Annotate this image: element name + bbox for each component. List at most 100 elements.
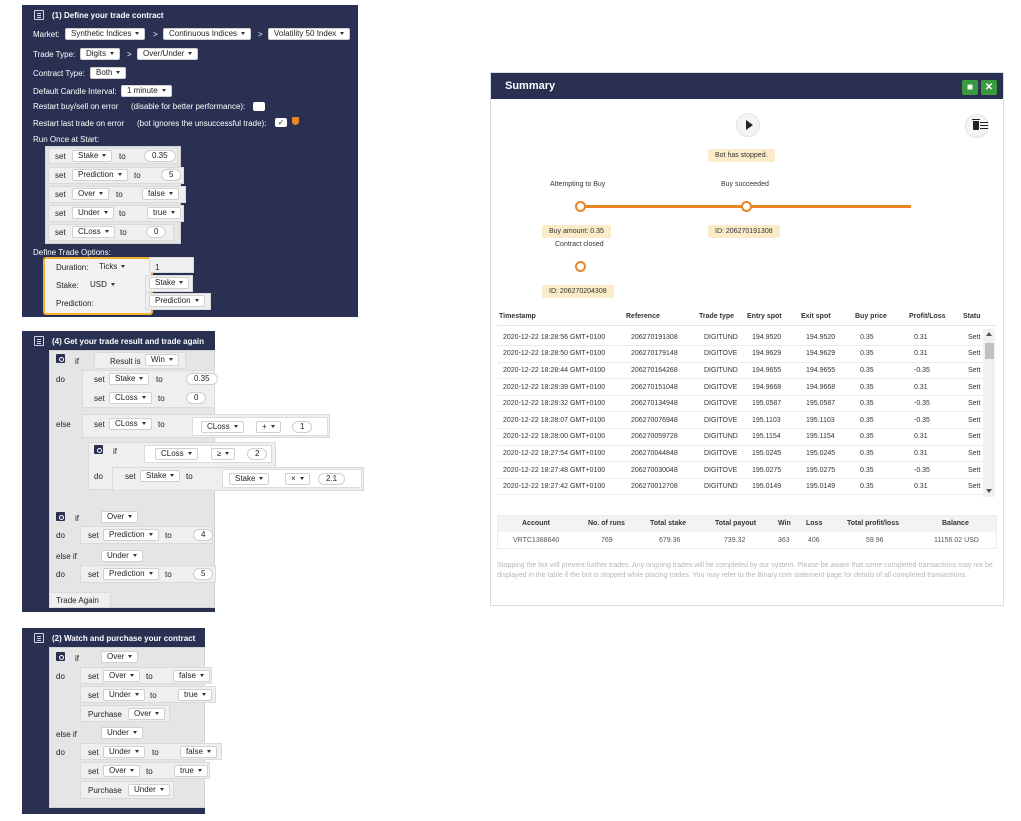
cell-entry-spot: 194.9655 [746,362,800,380]
set-keyword: set [94,375,105,384]
var-closs-dropdown[interactable]: CLoss [109,418,152,430]
result-value-dropdown[interactable]: Win [145,354,179,366]
restart-on-error-checkbox[interactable] [253,102,265,111]
scrollbar-thumb[interactable] [985,343,994,359]
set-keyword: set [55,171,66,180]
gear-icon[interactable] [56,354,65,363]
closs-compare-dropdown[interactable]: CLoss [155,448,198,460]
var-prediction-dropdown[interactable]: Prediction [103,529,159,541]
cell-buy-price: 0.35 [854,445,908,463]
var-over-dropdown[interactable]: Over [72,188,110,200]
stake-value-input[interactable]: 0.35 [186,373,218,385]
prediction-var-dropdown[interactable]: Prediction [149,295,205,307]
purchase-over-dropdown[interactable]: Over [128,708,166,720]
under-condition-dropdown[interactable]: Under [101,727,143,739]
symbol-dropdown[interactable]: Volatility 50 Index [268,28,351,40]
compare-operator-dropdown[interactable]: ≥ [211,448,236,460]
close-button[interactable]: ✕ [981,80,997,95]
var-stake-dropdown[interactable]: Stake [109,373,150,385]
under-value-dropdown[interactable]: true [147,207,181,219]
stake-value-input[interactable]: 0.35 [144,150,176,162]
purchase-under-dropdown[interactable]: Under [128,784,170,796]
prediction-over-input[interactable]: 4 [193,529,214,541]
closs-value-input[interactable]: 0 [146,226,167,238]
scroll-down-icon[interactable] [986,489,992,493]
duration-unit-dropdown[interactable]: Ticks [93,261,132,273]
over-condition-dropdown[interactable]: Over [101,511,139,523]
trade-result-title: (4) Get your trade result and trade agai… [52,336,205,346]
trade-type-dropdown[interactable]: Over/Under [137,48,199,60]
transaction-row[interactable]: 2020-12-22 18:28:07 GMT+0100 206270076948… [497,411,983,430]
compare-value-input[interactable]: 2 [247,448,268,460]
clear-stats-button[interactable] [965,114,989,138]
scroll-up-icon[interactable] [986,332,992,336]
var-prediction-dropdown[interactable]: Prediction [103,568,159,580]
gear-icon[interactable] [56,512,65,521]
false-value-dropdown[interactable]: false [180,746,217,758]
duration-value[interactable]: 1 [155,263,160,272]
set-keyword: set [94,420,105,429]
true-value-dropdown[interactable]: true [174,765,208,777]
contract-type-dropdown[interactable]: Both [90,67,127,79]
cell-reference: 206270044848 [625,445,698,463]
stake-var-dropdown[interactable]: Stake [149,277,190,289]
transaction-row[interactable]: 2020-12-22 18:28:44 GMT+0100 206270164268… [497,362,983,380]
plus-operator-dropdown[interactable]: + [256,421,281,433]
market-dropdown[interactable]: Synthetic Indices [65,28,146,40]
multiply-operator-dropdown[interactable]: × [285,473,310,485]
transaction-row[interactable]: 2020-12-22 18:28:50 GMT+0100 206270179148… [497,345,983,363]
attempting-to-buy-label: Attempting to Buy [550,181,606,188]
currency-dropdown[interactable]: USD [84,279,121,291]
closs-operand-dropdown[interactable]: CLoss [201,421,244,433]
gear-icon[interactable] [94,445,103,454]
to-keyword: to [165,531,172,540]
play-button[interactable] [736,113,760,137]
prediction-value-input[interactable]: 5 [161,169,182,181]
under-condition-dropdown[interactable]: Under [101,550,143,562]
var-over-dropdown[interactable]: Over [103,670,141,682]
cell-buy-price: 0.35 [854,478,908,496]
var-stake-dropdown[interactable]: Stake [72,150,113,162]
to-keyword: to [150,691,157,700]
true-value-dropdown[interactable]: true [178,689,212,701]
cell-entry-spot: 195.0245 [746,445,800,463]
var-closs-dropdown[interactable]: CLoss [72,226,115,238]
var-under-dropdown[interactable]: Under [103,689,145,701]
document-icon [34,10,44,20]
over-condition-dropdown[interactable]: Over [101,651,139,663]
gear-icon[interactable] [56,652,65,661]
stake-operand-dropdown[interactable]: Stake [229,473,270,485]
define-trade-block[interactable]: (1) Define your trade contract Market: S… [22,5,358,317]
false-value-dropdown[interactable]: false [173,670,210,682]
contract-closed-label: Contract closed [555,241,604,248]
save-button[interactable]: ■ [962,80,978,95]
cell-status: Sett [962,395,983,413]
candle-interval-dropdown[interactable]: 1 minute [121,85,172,97]
var-stake-dropdown[interactable]: Stake [140,470,181,482]
increment-value-input[interactable]: 1 [292,421,313,433]
var-over-dropdown[interactable]: Over [103,765,141,777]
transaction-row[interactable]: 2020-12-22 18:28:56 GMT+0100 206270191308… [497,329,983,347]
transaction-row[interactable]: 2020-12-22 18:27:54 GMT+0100 206270044848… [497,445,983,463]
var-prediction-dropdown[interactable]: Prediction [72,169,128,181]
restart-last-trade-checkbox[interactable]: ✓ [275,118,287,127]
var-closs-dropdown[interactable]: CLoss [109,392,152,404]
transaction-row[interactable]: 2020-12-22 18:28:39 GMT+0100 206270151048… [497,378,983,396]
var-under-dropdown[interactable]: Under [72,207,114,219]
table-scrollbar[interactable] [983,329,995,497]
cell-timestamp: 2020-12-22 18:27:42 GMT+0100 [497,478,625,496]
transaction-row[interactable]: 2020-12-22 18:28:32 GMT+0100 206270134948… [497,395,983,413]
over-value-dropdown[interactable]: false [142,188,179,200]
trade-again-block[interactable] [49,592,111,608]
transaction-row[interactable]: 2020-12-22 18:27:42 GMT+0100 206270012708… [497,478,983,496]
closs-value-input[interactable]: 0 [186,392,207,404]
multiplier-value-input[interactable]: 2.1 [318,473,346,485]
transaction-row[interactable]: 2020-12-22 18:27:48 GMT+0100 206270030048… [497,461,983,479]
var-under-dropdown[interactable]: Under [103,746,145,758]
transaction-row[interactable]: 2020-12-22 18:28:00 GMT+0100 206270059728… [497,428,983,446]
submarket-dropdown[interactable]: Continuous Indices [163,28,252,40]
prediction-under-input[interactable]: 5 [193,568,214,580]
trade-category-dropdown[interactable]: Digits [80,48,121,60]
result-is-label: Result is [110,357,141,366]
col-reference: Reference [626,313,660,320]
